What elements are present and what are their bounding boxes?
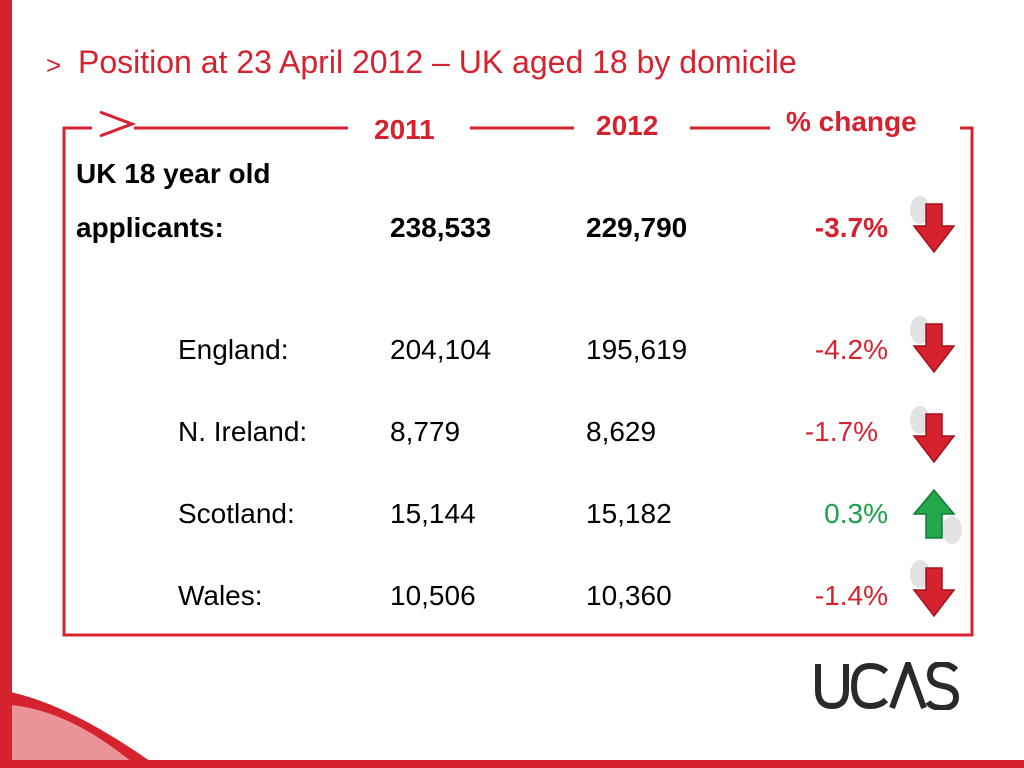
- total-2012-value: 229,790: [586, 212, 688, 243]
- slide-title: Position at 23 April 2012 – UK aged 18 b…: [78, 44, 797, 80]
- header-percent-change: % change: [786, 106, 917, 137]
- down-arrow-icon: [910, 406, 956, 464]
- wales-2011-value: 10,506: [390, 580, 476, 611]
- n-ireland-2011-value: 8,779: [390, 416, 461, 447]
- ucas-logo: [815, 662, 960, 710]
- total-label-line1: UK 18 year old: [76, 158, 271, 189]
- title-chevron: >: [46, 50, 62, 80]
- total-label-line2: applicants:: [76, 212, 224, 243]
- n-ireland-change-value: -1.7%: [804, 416, 878, 447]
- row-label-scotland: Scotland:: [178, 498, 295, 529]
- wales-2012-value: 10,360: [586, 580, 672, 611]
- down-arrow-icon: [910, 560, 956, 618]
- england-2011-value: 204,104: [390, 334, 492, 365]
- down-arrow-icon: [910, 316, 956, 374]
- scotland-2011-value: 15,144: [390, 498, 476, 529]
- down-arrow-icon: [910, 196, 956, 254]
- n-ireland-2012-value: 8,629: [586, 416, 657, 447]
- up-arrow-icon: [912, 488, 962, 544]
- scotland-change-value: 0.3%: [824, 498, 888, 529]
- england-2012-value: 195,619: [586, 334, 688, 365]
- row-label-n-ireland: N. Ireland:: [178, 416, 308, 447]
- frame-chevron-icon: [99, 110, 137, 138]
- england-change-value: -4.2%: [814, 334, 888, 365]
- left-accent-bar: [0, 0, 12, 768]
- total-change-value: -3.7%: [814, 212, 888, 243]
- total-2011-value: 238,533: [390, 212, 492, 243]
- wales-change-value: -1.4%: [814, 580, 888, 611]
- row-label-wales: Wales:: [178, 580, 263, 611]
- header-2012: 2012: [596, 110, 659, 141]
- scotland-2012-value: 15,182: [586, 498, 672, 529]
- header-2011: 2011: [374, 114, 435, 145]
- row-label-england: England:: [178, 334, 289, 365]
